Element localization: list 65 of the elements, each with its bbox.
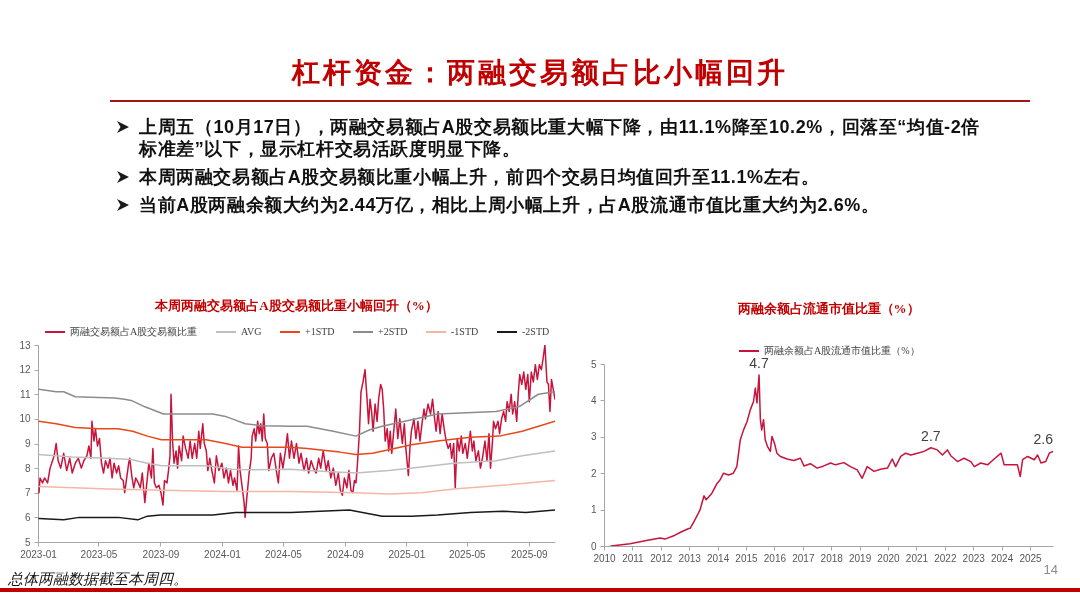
- x-tick-label: 2018: [820, 552, 844, 564]
- legend-label: -2STD: [522, 326, 550, 337]
- x-tick-label: 2015: [735, 552, 759, 564]
- annotation: 2.6: [1033, 431, 1054, 448]
- text: 当前A股两融余额大约为2.44万亿，相比上周小幅上升，占A股流通市值比重大约为2.6%。: [139, 194, 881, 216]
- x-tick-label: 2023: [962, 552, 986, 564]
- x-tick-label: 2024: [990, 552, 1014, 564]
- text: 上周五（10月17日），两融交易额占A股交易额比重大幅下降，由11.1%降至10.2%，回落至“均值-2倍标准差”以下，显示杠杆交易活跃度明显下降。: [139, 116, 981, 160]
- line-series: [38, 420, 555, 456]
- text: 总体两融数据截至本周四。: [8, 570, 188, 589]
- x-tick-label: 2024-05: [265, 548, 303, 560]
- y-tick-label: 7: [24, 487, 31, 499]
- legend-label: 两融余额占A股流通市值比重（%）: [764, 345, 920, 356]
- y-tick-label: 10: [19, 413, 31, 425]
- y-tick-label: 9: [24, 438, 31, 449]
- legend-label: +2STD: [378, 326, 408, 337]
- annotation: 2.7: [921, 427, 941, 444]
- x-tick-label: 2023-01: [20, 548, 58, 560]
- line-series: [38, 388, 555, 437]
- y-tick-label: 5: [24, 536, 31, 548]
- legend-label: AVG: [241, 326, 262, 337]
- x-tick-label: 2024-01: [204, 548, 242, 560]
- y-tick-label: 12: [19, 364, 31, 376]
- y-tick-label: 8: [24, 462, 31, 474]
- x-tick-label: 2010: [593, 552, 617, 564]
- x-tick-label: 2025: [1019, 552, 1043, 564]
- x-tick-label: 2024-09: [327, 548, 365, 560]
- line-series: [38, 479, 555, 495]
- y-tick-label: 11: [20, 388, 31, 400]
- chart-title: 本周两融交易额占A股交易额比重小幅回升（%）: [154, 298, 438, 313]
- y-tick-label: 3: [590, 431, 597, 443]
- line-series: [610, 374, 1053, 546]
- text: 本周两融交易额占A股交易额比重小幅上升，前四个交易日均值回升至11.1%左右。: [139, 166, 821, 188]
- y-tick-label: 5: [590, 358, 597, 370]
- x-tick-label: 2021: [905, 552, 929, 564]
- x-tick-label: 2013: [678, 552, 702, 564]
- x-tick-label: 2025-09: [510, 548, 549, 560]
- x-tick-label: 2011: [622, 552, 645, 564]
- x-tick-label: 2025-01: [388, 548, 426, 560]
- x-tick-label: 2025-05: [448, 548, 487, 560]
- text: 杠杆资金：两融交易额占比小幅回升: [290, 56, 789, 90]
- chart-title: 两融余额占流通市值比重（%）: [736, 301, 920, 316]
- x-tick-label: 2017: [792, 552, 815, 564]
- x-tick-label: 2012: [650, 552, 673, 564]
- line-series: [38, 509, 555, 521]
- y-tick-label: 1: [590, 504, 597, 516]
- x-tick-label: 2022: [934, 552, 957, 564]
- x-tick-label: 2016: [763, 552, 787, 564]
- x-tick-label: 2023-05: [80, 548, 118, 560]
- y-tick-label: 2: [590, 467, 597, 479]
- line-series: [38, 345, 555, 519]
- y-tick-label: 6: [24, 511, 31, 523]
- x-tick-label: 2014: [706, 552, 730, 564]
- annotation: 4.7: [749, 354, 769, 371]
- y-tick-label: 4: [590, 394, 597, 406]
- text: 14: [1043, 562, 1058, 577]
- legend-label: +1STD: [305, 326, 335, 337]
- x-tick-label: 2019: [848, 552, 872, 564]
- y-tick-label: 0: [590, 540, 597, 552]
- x-tick-label: 2020: [877, 552, 901, 564]
- legend-label: -1STD: [451, 326, 479, 337]
- line-series: [38, 450, 555, 474]
- y-tick-label: 13: [19, 339, 31, 351]
- x-tick-label: 2023-09: [142, 548, 180, 560]
- legend-label: 两融交易额占A股交易额比重: [70, 326, 198, 337]
